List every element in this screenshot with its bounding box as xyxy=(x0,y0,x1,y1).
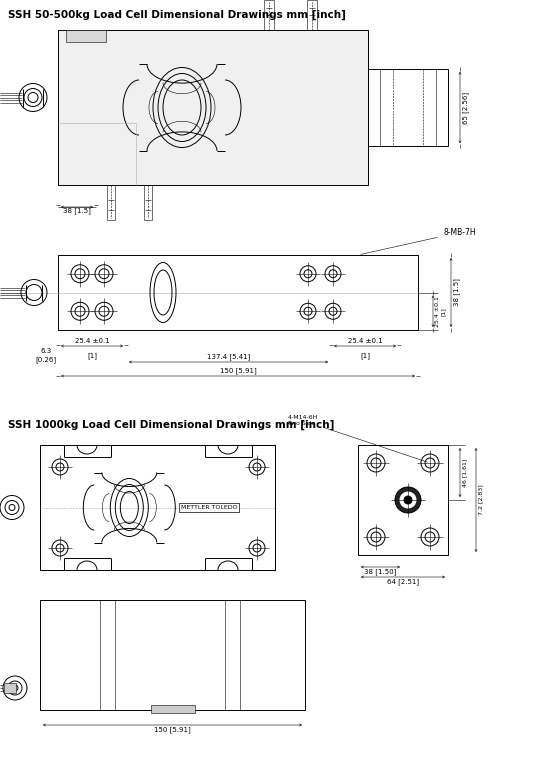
Circle shape xyxy=(24,89,42,107)
Circle shape xyxy=(28,93,38,103)
Text: SSH 50-500kg Load Cell Dimensional Drawings mm [inch]: SSH 50-500kg Load Cell Dimensional Drawi… xyxy=(8,10,346,20)
Text: [1]: [1] xyxy=(360,352,370,359)
Text: 38 [1.50]: 38 [1.50] xyxy=(364,568,397,574)
Circle shape xyxy=(19,83,47,111)
Text: 7.2 [2.83]: 7.2 [2.83] xyxy=(478,485,483,516)
Text: [1]: [1] xyxy=(87,352,97,359)
Text: 38 [1.5]: 38 [1.5] xyxy=(453,279,460,306)
Text: 25.4 ±0.1: 25.4 ±0.1 xyxy=(75,338,109,344)
Text: 137.4 [5.41]: 137.4 [5.41] xyxy=(207,354,250,360)
Text: 65 [2.56]: 65 [2.56] xyxy=(462,91,469,124)
Bar xyxy=(58,30,368,185)
Text: 6.3: 6.3 xyxy=(40,348,52,354)
Bar xyxy=(4,683,16,693)
Bar xyxy=(358,445,448,555)
Bar xyxy=(58,255,418,330)
Bar xyxy=(368,69,448,146)
Text: [0.26]: [0.26] xyxy=(35,356,57,363)
Circle shape xyxy=(395,487,421,513)
Bar xyxy=(40,445,275,570)
Text: [1]: [1] xyxy=(441,307,446,316)
Bar xyxy=(151,705,195,713)
Text: 150 [5.91]: 150 [5.91] xyxy=(154,726,191,733)
Text: 25.4 ±0.1: 25.4 ±0.1 xyxy=(348,338,382,344)
Circle shape xyxy=(404,496,412,504)
Circle shape xyxy=(400,492,416,508)
Text: 8-MB-7H: 8-MB-7H xyxy=(361,228,475,255)
Text: 150 [5.91]: 150 [5.91] xyxy=(220,367,256,374)
Text: 25.4 ±0.1: 25.4 ±0.1 xyxy=(435,296,440,327)
Text: SSH 1000kg Load Cell Dimensional Drawings mm [inch]: SSH 1000kg Load Cell Dimensional Drawing… xyxy=(8,420,335,430)
Bar xyxy=(40,600,305,710)
Text: 46 [1.61]: 46 [1.61] xyxy=(462,459,467,486)
Text: 38 [1.5]: 38 [1.5] xyxy=(63,207,91,214)
Text: METTLER TOLEDO: METTLER TOLEDO xyxy=(181,505,238,510)
Bar xyxy=(66,30,106,42)
Text: 4-M14-6H
Two Side: 4-M14-6H Two Side xyxy=(288,415,428,462)
Text: 64 [2.51]: 64 [2.51] xyxy=(387,578,419,584)
